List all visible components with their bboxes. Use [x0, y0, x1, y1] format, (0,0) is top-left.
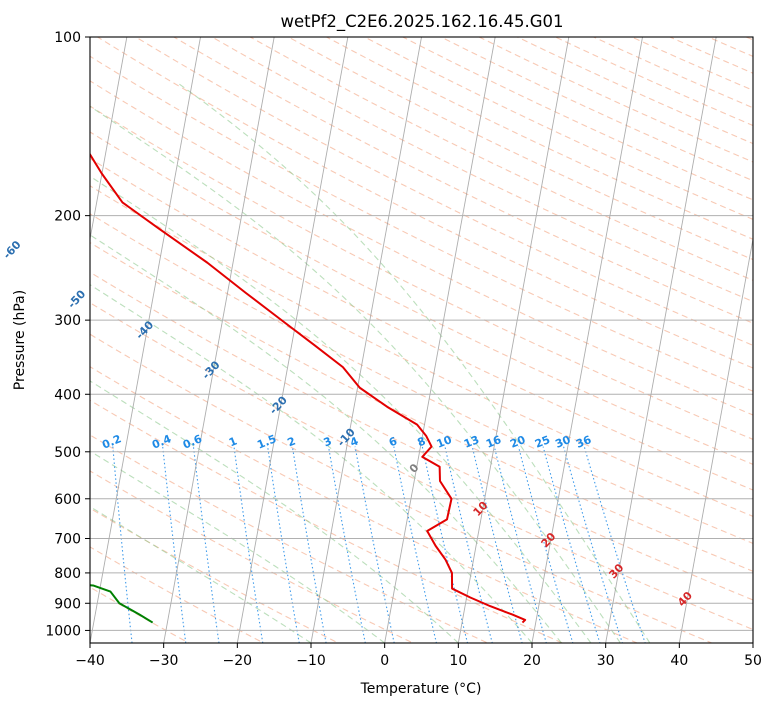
temperature-profile-line — [90, 152, 527, 624]
dry-adiabat-line — [90, 333, 714, 643]
x-tick-label: 40 — [670, 653, 688, 669]
chart-title: wetPf2_C2E6.2025.162.16.45.G01 — [280, 12, 563, 32]
mixing-ratio-label: 1 — [227, 434, 239, 449]
mixing-ratio-line — [327, 446, 366, 643]
isotherm-line — [310, 37, 422, 643]
dry-adiabat-line — [90, 507, 340, 643]
dry-adiabat-line — [90, 271, 753, 601]
mixing-ratio-label: 13 — [462, 433, 481, 451]
dry-adiabat-line — [90, 157, 753, 491]
isotherm-line — [678, 236, 753, 643]
x-tick-label: 20 — [523, 653, 541, 669]
dry-adiabat-line — [90, 185, 753, 517]
moist-adiabat-line — [90, 450, 386, 643]
plot-frame — [89, 36, 754, 644]
dry-adiabat-line — [90, 546, 265, 643]
dry-adiabat-line — [172, 37, 753, 324]
mixing-ratio-label: 8 — [416, 434, 428, 449]
dry-adiabat-line — [90, 434, 489, 643]
y-tick-label: 600 — [54, 492, 81, 508]
moist-adiabat-line — [178, 83, 651, 643]
y-tick-label: 700 — [54, 532, 81, 548]
y-tick-label: 500 — [54, 445, 81, 461]
moist-adiabat-line — [90, 234, 562, 643]
mixing-ratio-label: 3 — [322, 434, 334, 449]
y-tick-label: 800 — [54, 566, 81, 582]
mixing-ratio-label: 36 — [574, 433, 593, 451]
y-tick-label: 1000 — [45, 623, 81, 639]
isotherm-line — [384, 37, 496, 643]
moist-adiabat-line — [90, 175, 592, 643]
x-tick-label: 50 — [744, 653, 762, 669]
y-tick-label: 300 — [54, 313, 81, 329]
moist-adiabat-line — [90, 105, 621, 643]
y-tick-label: 200 — [54, 209, 81, 225]
x-tick-label: 10 — [449, 653, 467, 669]
mixing-ratio-line — [471, 446, 523, 643]
mixing-ratio-label: 16 — [484, 433, 503, 451]
dry-adiabat-line — [90, 55, 753, 392]
isotherm-line — [605, 37, 717, 643]
x-tick-label: −30 — [149, 653, 179, 669]
y-tick-label: 100 — [54, 30, 81, 46]
dry-adiabat-line — [90, 399, 564, 643]
isotherm-line — [457, 37, 570, 643]
x-tick-label: −40 — [75, 653, 105, 669]
y-axis-title: Pressure (hPa) — [12, 290, 28, 390]
moist-adiabat-line — [90, 380, 459, 643]
y-tick-label: 400 — [54, 387, 81, 403]
isotherm-line — [531, 37, 643, 643]
dry-adiabat-line — [90, 105, 753, 440]
moist-adiabat-line — [90, 284, 533, 643]
x-tick-label: −10 — [296, 653, 326, 669]
isotherm-line — [163, 37, 275, 643]
dry-adiabat-line — [90, 213, 753, 545]
dry-adiabat-line — [96, 37, 753, 369]
dry-adiabat-line — [90, 366, 639, 643]
isotherm-line — [90, 37, 201, 643]
mixing-ratio-line — [583, 446, 646, 643]
x-tick-label: 30 — [597, 653, 615, 669]
x-tick-label: 0 — [380, 653, 389, 669]
mixing-ratio-label: 10 — [435, 433, 454, 451]
x-axis-title: Temperature (°C) — [360, 681, 482, 697]
mixing-ratio-label: 20 — [508, 433, 527, 451]
mixing-ratio-line — [421, 446, 469, 643]
mixing-ratio-line — [444, 446, 493, 643]
x-tick-label: −20 — [223, 653, 253, 669]
dry-adiabat-line — [90, 470, 415, 643]
isotherm-line — [90, 37, 128, 242]
mixing-ratio-label: 30 — [553, 433, 572, 451]
mixing-ratio-label: 2 — [286, 434, 298, 449]
mixing-ratio-label: 25 — [533, 433, 552, 451]
y-tick-label: 900 — [54, 596, 81, 612]
isotherm-line — [236, 37, 349, 643]
dry-adiabat-line — [90, 302, 753, 631]
